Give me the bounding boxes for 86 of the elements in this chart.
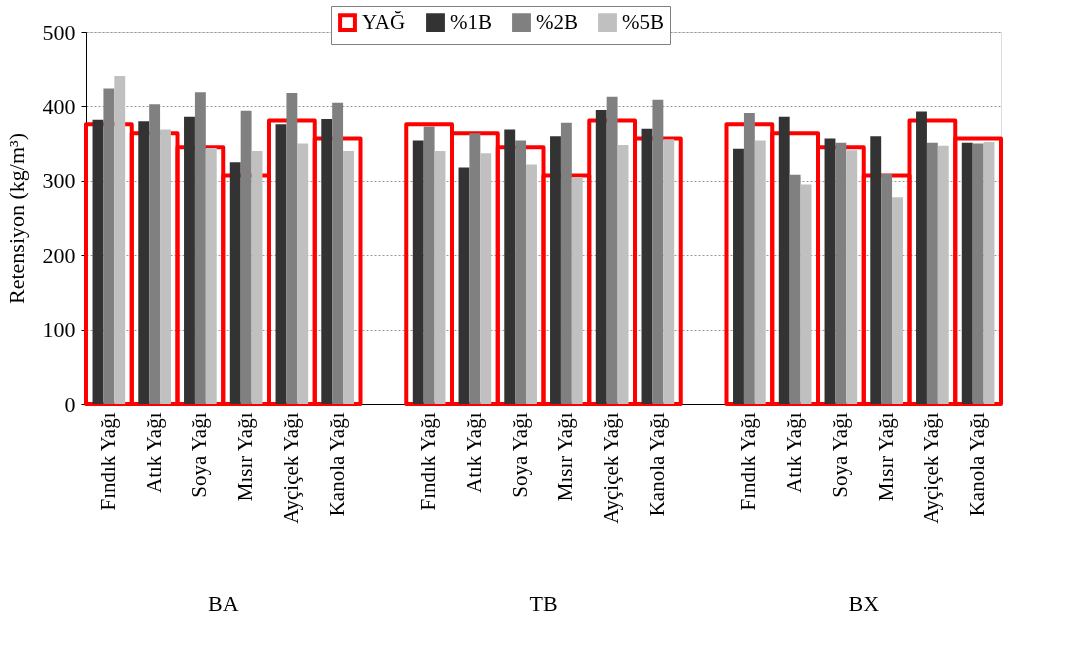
y-tick-label: 100 — [42, 317, 76, 343]
bar — [434, 151, 446, 404]
bar — [92, 119, 104, 404]
x-tick-label: Fındık Yağı — [95, 412, 120, 511]
bar — [275, 124, 287, 404]
bar — [800, 184, 812, 404]
bar — [526, 164, 537, 404]
bar — [754, 140, 766, 404]
y-tick-label: 200 — [42, 242, 76, 268]
bar — [423, 126, 435, 404]
legend-label: YAĞ — [362, 9, 406, 34]
bar — [480, 153, 492, 404]
bar — [458, 167, 470, 404]
bar — [606, 96, 618, 404]
x-tick-label: Fındık Yağı — [416, 412, 441, 511]
bar — [892, 197, 903, 404]
legend-label: %5B — [622, 9, 664, 34]
bar — [205, 148, 217, 404]
x-tick-label: Atık Yağı — [782, 412, 807, 494]
bar — [937, 145, 949, 404]
bar — [321, 119, 333, 404]
bar — [824, 138, 836, 404]
bar — [663, 139, 675, 404]
bar — [515, 140, 527, 404]
bar — [846, 150, 858, 404]
bar — [297, 143, 309, 404]
x-tick-label: Mısır Yağı — [553, 412, 578, 502]
bar — [504, 129, 516, 404]
bar — [835, 142, 847, 404]
bar — [229, 162, 241, 404]
x-tick-label: Mısır Yağı — [233, 412, 258, 502]
bar — [469, 133, 481, 404]
bar — [778, 116, 790, 404]
y-tick-label: 300 — [42, 168, 76, 194]
bar — [184, 116, 195, 404]
bar — [983, 142, 995, 404]
x-tick-label: Kanola Yağı — [644, 412, 669, 517]
x-tick-label: Ayçiçek Yağı — [278, 412, 303, 524]
y-axis-title: Retensiyon (kg/m³) — [3, 133, 29, 304]
text: BA — [207, 591, 239, 616]
bar — [138, 121, 150, 404]
bar — [972, 143, 984, 404]
x-tick-label: Kanola Yağı — [324, 412, 349, 517]
bar — [652, 99, 664, 404]
bar — [332, 102, 344, 404]
bar — [926, 142, 938, 404]
bar — [961, 142, 973, 404]
x-tick-label: Soya Yağı — [507, 412, 532, 498]
bar — [916, 111, 927, 404]
bar — [560, 122, 572, 404]
bar — [743, 113, 755, 404]
x-tick-label: Atık Yağı — [461, 412, 486, 494]
bar — [789, 174, 801, 404]
text: TB — [529, 591, 558, 616]
bar — [595, 110, 607, 404]
bar — [149, 104, 161, 404]
bar — [103, 88, 115, 404]
y-tick-label: 500 — [42, 19, 76, 45]
bar — [733, 148, 744, 404]
bar — [870, 136, 882, 404]
x-tick-label: Ayçiçek Yağı — [599, 412, 624, 524]
legend-label: %1B — [450, 9, 492, 34]
x-tick-label: Kanola Yağı — [965, 412, 990, 517]
bar — [114, 75, 126, 404]
legend-label: %2B — [536, 9, 578, 34]
text: BX — [848, 591, 880, 616]
bar — [641, 128, 653, 404]
bar — [571, 177, 583, 404]
bar — [881, 174, 893, 404]
x-tick-label: Soya Yağı — [827, 412, 852, 498]
bar — [160, 129, 171, 404]
bar — [617, 145, 629, 404]
x-tick-label: Soya Yağı — [187, 412, 212, 498]
bar — [240, 110, 252, 404]
bar — [412, 140, 424, 404]
bar — [251, 151, 263, 404]
x-tick-label: Ayçiçek Yağı — [919, 412, 944, 524]
x-tick-label: Fındık Yağı — [736, 412, 761, 511]
bar — [550, 136, 561, 404]
bar — [343, 151, 354, 404]
x-tick-label: Mısır Yağı — [873, 412, 898, 502]
y-tick-label: 0 — [64, 391, 76, 417]
bar — [194, 92, 206, 404]
bar — [286, 93, 298, 404]
x-tick-label: Atık Yağı — [141, 412, 166, 494]
y-tick-label: 400 — [42, 93, 76, 119]
